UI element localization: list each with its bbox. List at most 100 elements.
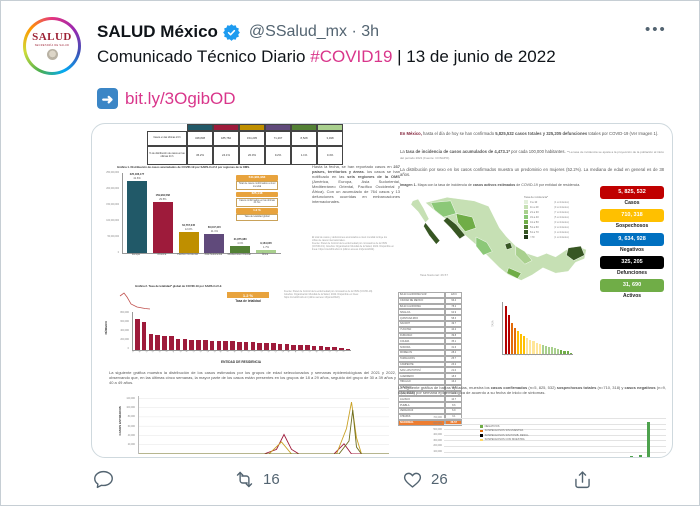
tweet-image[interactable]: Casos en las últimas 24 h 348,838 185,782 1… [91, 123, 673, 458]
incidence-bar [541, 344, 544, 354]
stat-box: 325, 205 [600, 255, 664, 269]
g1-bar-label: 64,767,045 12.0% [182, 224, 196, 232]
incidence-table-row: COLIMA 35.1 [398, 338, 462, 345]
g1-info-label: Casos confirmados en las últimas 24 hrs [236, 197, 278, 207]
avatar[interactable]: SALUD SECRETARÍA DE SALUD [23, 17, 81, 75]
state-bar [189, 339, 194, 350]
incidence-table-row: SINALOA 64.9 [398, 309, 462, 316]
g1-xtick: África [261, 253, 269, 256]
incidence-bar [557, 348, 560, 354]
incidence-bar [569, 352, 572, 354]
incidence-table-row: YUCATÁN 44.2 [398, 326, 462, 333]
states-ylabel: NÚMERO [103, 321, 108, 335]
grafica1-legend-boxes: 541,981,963 Total de casos confirmados a … [236, 175, 278, 222]
incidence-state-name: MORELOS [398, 349, 446, 356]
incidence-state-name: TABASCO [398, 384, 446, 391]
map-legend-title: Tasa de incidencia* [524, 195, 549, 199]
incidence-table-row: SONORA 31.6 [398, 344, 462, 350]
share-button[interactable] [572, 469, 593, 490]
g1-xtick: Europa [132, 253, 140, 256]
who-table-cell [291, 124, 317, 131]
author-name[interactable]: SALUD México [97, 22, 218, 41]
incidence-state-value: 96.4 [445, 297, 462, 304]
stacked-ytick: 400,000 [433, 433, 442, 437]
incidence-bar [513, 328, 516, 354]
map-legend-range: >70 [530, 235, 535, 239]
stat-box: 31, 690 [600, 279, 664, 292]
state-bar [141, 321, 147, 350]
states-xtick: OAX [248, 351, 253, 353]
state-incidence-table: BAJA CALIFORNIA SUR 120.6 CIUDAD DE MÉXICO… [398, 292, 462, 427]
stat-label: Defunciones [616, 269, 647, 276]
incidence-bar [510, 322, 513, 354]
stats-column: 5, 825, 532 Casos 710, 318 Sospechosos 9, 63… [600, 186, 664, 302]
state-bar [305, 345, 310, 350]
stacked-legend-swatch [480, 434, 483, 437]
states-ytick: 600,000 [120, 319, 129, 323]
bitly-link[interactable]: bit.ly/3OgibOD [125, 88, 236, 108]
who-table-label: % de distribución de casos en las última… [147, 146, 187, 165]
tweet-text: Comunicado Técnico Diario #COVID19 | 13 … [97, 47, 657, 67]
map-legend-row: 0 a 10 (4 entidades) [524, 200, 594, 205]
map-legend-row: 21 a 30 (7 entidades) [524, 210, 594, 215]
stat-label: Sospechosos [615, 223, 649, 230]
incidence-state-value: 3.1 [445, 413, 462, 420]
incidence-bar-chart [502, 302, 573, 355]
incidence-bar [520, 334, 523, 354]
g2-footnote-line: Ginebra: Organización Mundial de la Salu… [284, 293, 359, 296]
author-handle[interactable]: @SSalud_mx · 3h [248, 23, 380, 40]
states-xtick: BC [220, 351, 224, 353]
share-icon [575, 471, 590, 489]
link-row: ➜ bit.ly/3OgibOD [97, 88, 236, 109]
who-table-cell: 24.1% [213, 146, 239, 165]
stacked-ytick: 500,000 [433, 427, 442, 431]
map-legend-count: (4 entidades) [554, 200, 570, 204]
incidence-table-row: PUEBLA 8.6 [398, 402, 462, 408]
mexico-map [395, 190, 595, 300]
state-bar [175, 338, 181, 350]
who-paragraph: Hasta la fecha, se han reportado casos e… [312, 164, 400, 204]
g1-info-label: Tasa de letalidad global [236, 214, 278, 221]
who-footnote: El total de casos y defunciones acumulad… [312, 236, 400, 251]
stacked-gridline [444, 451, 666, 453]
states-xtick: COL [336, 351, 341, 353]
g1-bar [178, 232, 199, 253]
incidence-ylabel: TASA [491, 320, 495, 327]
stacked-ytick: 600,000 [433, 422, 442, 425]
g1-ytick: 0 [117, 251, 119, 254]
g1-ytick: 200,000,000 [106, 187, 119, 190]
g1-xtick: Pacífico Occidental [177, 253, 198, 256]
incidence-state-name: PUEBLA [398, 402, 446, 408]
state-bar [203, 340, 208, 350]
states-xtick: MEX [139, 351, 144, 353]
who-table-cell [317, 124, 343, 131]
g1-info-value: 541,981,963 [236, 175, 278, 181]
incidence-state-name: JALISCO [398, 396, 446, 403]
states-xtick: CDMX [132, 351, 138, 353]
g1-bar-label: 60,047,415 11.1% [207, 225, 221, 233]
state-bar [277, 343, 283, 350]
state-bar [148, 333, 154, 350]
states-xtick: NAY [322, 351, 327, 353]
hashtag-link[interactable]: #COVID19 [310, 47, 393, 66]
reply-button[interactable] [93, 469, 114, 490]
states-ytick: 800,000 [120, 310, 129, 314]
retweet-button[interactable]: 16 [234, 469, 280, 490]
incidence-bar [516, 330, 520, 354]
mexico-paragraph-1: En México, hasta el día de hoy se han co… [400, 131, 659, 136]
state-bar [257, 342, 262, 350]
states-xlabel: ENTIDAD DE RESIDENCIA [220, 360, 262, 364]
like-button[interactable]: 26 [402, 469, 448, 490]
incidence-state-value: 78.2 [445, 303, 462, 310]
more-button[interactable]: ••• [645, 21, 667, 38]
stacked-gridline [444, 418, 666, 419]
who-table-cell: 185,782 [213, 131, 239, 146]
g1-bar-label: 21,875,980 4.0% [233, 237, 247, 245]
grafica1-chart: 225,186,177 41.6% 159,984,568 29.5% 64,767,0… [122, 173, 281, 254]
states-xtick: GTO [152, 351, 157, 353]
map-legend-range: 11 a 20 [530, 205, 539, 209]
states-xtick: MOR [288, 351, 293, 353]
states-xtick: TAM [227, 351, 232, 353]
g1-ytick: 150,000,000 [106, 203, 119, 206]
stacked-ytick: 700,000 [433, 416, 442, 420]
